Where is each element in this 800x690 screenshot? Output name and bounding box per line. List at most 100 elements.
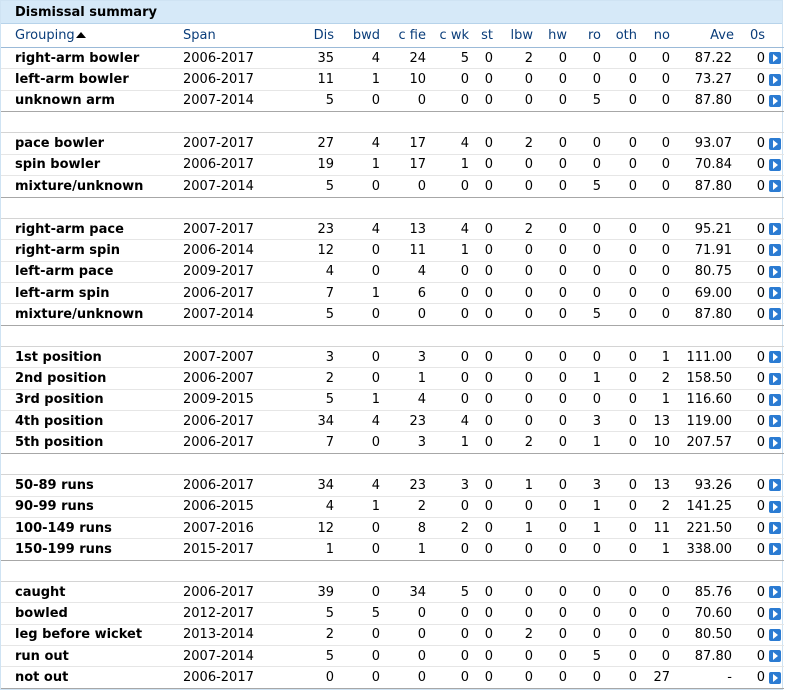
cell-span: 2006-2014 [183,239,283,262]
cell-action[interactable] [765,90,784,113]
play-arrow-icon[interactable] [768,479,781,492]
cell-cwk: 0 [426,538,469,561]
col-span[interactable]: Span [183,24,283,48]
table-row: right-arm bowler 2006-2017 35 4 24 5 0 2 0 0 0 0 87.… [1,47,784,70]
col-cfie[interactable]: c fie [380,24,426,48]
cell-action[interactable] [765,538,784,561]
cell-action[interactable] [765,47,784,70]
play-arrow-icon[interactable] [768,351,781,364]
cell-st: 0 [469,132,493,155]
cell-action[interactable] [765,645,784,668]
col-ave[interactable]: Ave [670,24,734,48]
play-arrow-icon[interactable] [768,244,781,257]
cell-action[interactable] [765,132,784,155]
col-lbw[interactable]: lbw [493,24,533,48]
cell-ave: 73.27 [670,68,734,91]
cell-action[interactable] [765,602,784,625]
cell-zeros: 0 [734,239,765,262]
cell-ro: 0 [567,261,601,283]
col-cwk[interactable]: c wk [426,24,469,48]
cell-dis: 5 [283,602,334,625]
cell-grouping: mixture/unknown [1,303,183,326]
table-row: caught 2006-2017 39 0 34 5 0 0 0 0 0 0 85.76 0 [1,581,784,604]
play-arrow-icon[interactable] [768,500,781,513]
cell-action[interactable] [765,261,784,283]
cell-action[interactable] [765,239,784,262]
cell-action[interactable] [765,389,784,412]
play-arrow-icon[interactable] [768,223,781,236]
cell-action[interactable] [765,68,784,91]
cell-lbw: 1 [493,517,533,540]
col-grouping-label[interactable]: Grouping [15,28,75,43]
play-arrow-icon[interactable] [768,586,781,599]
cell-no: 11 [637,517,670,540]
play-arrow-icon[interactable] [768,393,781,406]
play-arrow-icon[interactable] [768,158,781,171]
cell-dis: 3 [283,346,334,369]
play-arrow-icon[interactable] [768,180,781,193]
col-bwd[interactable]: bwd [334,24,380,48]
cell-cwk: 4 [426,218,469,241]
cell-action[interactable] [765,282,784,305]
cell-action[interactable] [765,303,784,326]
cell-ro: 0 [567,154,601,177]
play-arrow-icon[interactable] [768,94,781,107]
cell-cfie: 4 [380,261,426,283]
cell-span: 2006-2007 [183,367,283,390]
cell-st: 0 [469,47,493,70]
play-arrow-icon[interactable] [768,287,781,300]
cell-action[interactable] [765,517,784,540]
play-arrow-icon[interactable] [768,522,781,535]
table-row: pace bowler 2007-2017 27 4 17 4 0 2 0 0 0 0 93.07 0 [1,132,784,155]
col-dis[interactable]: Dis [283,24,334,48]
cell-st: 0 [469,68,493,91]
play-arrow-icon[interactable] [768,607,781,620]
col-st[interactable]: st [469,24,493,48]
cell-oth: 0 [601,282,637,305]
cell-action[interactable] [765,175,784,198]
play-arrow-icon[interactable] [768,265,781,278]
col-zeros[interactable]: 0s [734,24,765,48]
play-arrow-icon[interactable] [768,650,781,663]
col-ro[interactable]: ro [567,24,601,48]
cell-action[interactable] [765,346,784,369]
cell-action[interactable] [765,218,784,241]
cell-action[interactable] [765,496,784,518]
play-arrow-icon[interactable] [768,543,781,556]
cell-grouping: spin bowler [1,154,183,177]
cell-action[interactable] [765,367,784,390]
cell-span: 2009-2015 [183,389,283,412]
cell-st: 0 [469,645,493,668]
cell-no: 2 [637,496,670,518]
col-oth[interactable]: oth [601,24,637,48]
play-arrow-icon[interactable] [768,436,781,449]
cell-no: 13 [637,410,670,433]
play-arrow-icon[interactable] [768,137,781,150]
cell-action[interactable] [765,624,784,647]
play-arrow-icon[interactable] [768,73,781,86]
cell-action[interactable] [765,581,784,604]
cell-action[interactable] [765,431,784,454]
col-hw[interactable]: hw [533,24,567,48]
cell-zeros: 0 [734,517,765,540]
cell-action[interactable] [765,154,784,177]
cell-zeros: 0 [734,496,765,518]
cell-hw: 0 [533,581,567,604]
cell-bwd: 4 [334,410,380,433]
cell-action[interactable] [765,410,784,433]
cell-bwd: 0 [334,346,380,369]
cell-cfie: 0 [380,602,426,625]
sort-ascending-icon[interactable] [75,32,86,38]
play-arrow-icon[interactable] [768,308,781,321]
cell-zeros: 0 [734,282,765,305]
col-no[interactable]: no [637,24,670,48]
play-arrow-icon[interactable] [768,415,781,428]
cell-grouping: 3rd position [1,389,183,412]
col-grouping[interactable]: Grouping [1,24,183,48]
cell-action[interactable] [765,474,784,497]
play-arrow-icon[interactable] [768,372,781,385]
cell-zeros: 0 [734,261,765,283]
play-arrow-icon[interactable] [768,628,781,641]
play-arrow-icon[interactable] [768,52,781,65]
table-row: spin bowler 2006-2017 19 1 17 1 0 0 0 0 0 0 70.84 0 [1,154,784,177]
